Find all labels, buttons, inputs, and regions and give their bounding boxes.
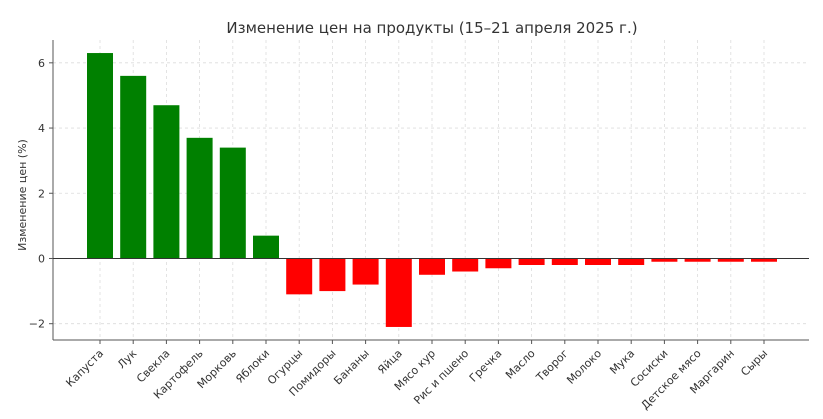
y-tick-label: 4 <box>38 122 45 135</box>
bar <box>684 258 711 262</box>
bar <box>286 258 313 295</box>
bar <box>153 105 180 259</box>
x-tick-label: Мука <box>607 347 637 377</box>
x-tick-label: Яйца <box>375 347 405 377</box>
bar <box>385 258 412 327</box>
bar <box>319 258 346 292</box>
y-ticks: −2 0 2 4 6 <box>29 57 53 331</box>
chart-title: Изменение цен на продукты (15–21 апреля … <box>226 19 637 37</box>
x-tick-label: Гречка <box>467 347 505 385</box>
bar <box>751 258 777 262</box>
bar <box>485 258 512 269</box>
bar <box>120 75 147 259</box>
bar <box>452 258 479 272</box>
bar <box>551 258 578 265</box>
x-tick-label: Сыры <box>738 347 770 379</box>
y-tick-label: 2 <box>38 187 45 200</box>
x-tick-label: Лук <box>115 347 140 372</box>
bar <box>253 235 279 259</box>
bar <box>186 137 213 259</box>
bar <box>87 53 113 259</box>
bars <box>87 53 777 327</box>
bar <box>717 258 744 262</box>
y-tick-label: 0 <box>38 252 45 265</box>
bar <box>352 258 379 285</box>
bar <box>618 258 645 265</box>
bar <box>219 147 246 259</box>
bar <box>419 258 445 275</box>
axes <box>52 40 809 341</box>
y-axis-label: Изменение цен (%) <box>16 139 29 251</box>
x-tick-label: Бананы <box>331 347 371 387</box>
bar <box>585 258 611 265</box>
x-tick-label: Масло <box>503 347 538 382</box>
bar <box>518 258 545 265</box>
x-tick-label: Капуста <box>63 347 106 390</box>
x-ticks: Капуста ЛукСвеклаКартофельМорковьЯблокиОг… <box>63 340 770 412</box>
y-tick-label: −2 <box>29 318 45 331</box>
bar <box>651 258 678 262</box>
x-tick-label: Молоко <box>564 347 604 387</box>
y-tick-label: 6 <box>38 57 45 70</box>
